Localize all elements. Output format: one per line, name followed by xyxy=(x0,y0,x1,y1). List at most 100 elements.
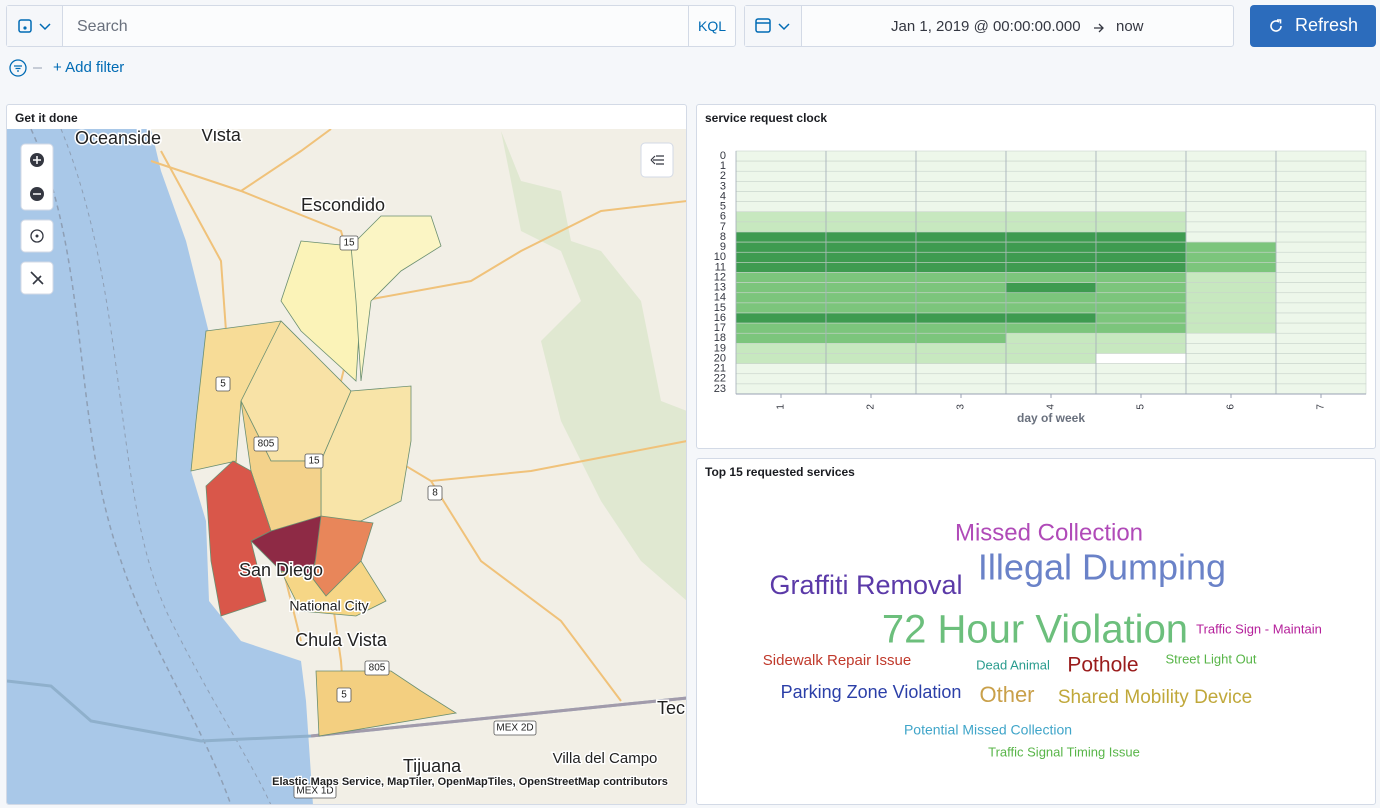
heatmap-cell xyxy=(1185,373,1277,385)
date-picker[interactable]: Jan 1, 2019 @ 00:00:00.000 now xyxy=(744,5,1234,47)
heatmap-cell xyxy=(1005,312,1097,324)
heatmap-cell xyxy=(735,312,827,324)
heatmap-cell xyxy=(1095,150,1187,162)
heatmap-cell xyxy=(1095,383,1187,395)
road-shield xyxy=(493,720,537,736)
heatmap-cell xyxy=(915,262,1007,273)
heatmap-cell xyxy=(1005,231,1097,243)
heatmap-cell xyxy=(915,292,1007,304)
heatmap-cell xyxy=(825,272,917,283)
y-tick-label: 8 xyxy=(720,231,726,243)
word: Sidewalk Repair Issue xyxy=(763,652,911,669)
y-tick-label: 22 xyxy=(714,373,726,385)
refresh-button[interactable]: Refresh xyxy=(1250,5,1376,47)
heatmap-cell xyxy=(1095,160,1187,172)
quick-menu-button[interactable] xyxy=(745,6,802,46)
heatmap-cell xyxy=(1005,292,1097,304)
heatmap-cell xyxy=(1275,302,1367,314)
y-tick-label: 16 xyxy=(714,312,726,324)
y-tick-label: 2 xyxy=(720,170,726,182)
heatmap-cell xyxy=(825,282,917,294)
heatmap-cell xyxy=(825,160,917,172)
heatmap-cell xyxy=(915,282,1007,294)
heatmap-cell xyxy=(825,231,917,243)
heatmap-cell xyxy=(735,363,827,375)
heatmap-cell xyxy=(1275,221,1367,233)
heatmap-cell xyxy=(1005,241,1097,253)
heatmap-cell xyxy=(1275,343,1367,354)
heatmap-cell xyxy=(1095,181,1187,192)
heatmap-cell xyxy=(1185,181,1277,192)
road-shield-label: 805 xyxy=(258,439,275,450)
heatmap-cell xyxy=(1185,201,1277,213)
heatmap-cell xyxy=(825,312,917,324)
heatmap-cell xyxy=(1275,262,1367,273)
time-end[interactable]: now xyxy=(1116,18,1144,35)
heatmap-cell xyxy=(1185,332,1277,344)
panel-title: Get it done xyxy=(15,111,78,125)
query-input[interactable]: Search KQL xyxy=(6,5,736,47)
heatmap-cell xyxy=(735,383,827,395)
add-filter[interactable]: + Add filter xyxy=(53,59,125,76)
heatmap-cell xyxy=(915,383,1007,395)
x-tick-label: 4 xyxy=(1046,404,1057,410)
heatmap-cell xyxy=(735,211,827,223)
map-attribution: Elastic Maps Service, MapTiler, OpenMapT… xyxy=(272,776,668,788)
word: Parking Zone Violation xyxy=(781,682,962,702)
road-shield-label: 5 xyxy=(341,690,347,701)
heatmap-cell xyxy=(1275,160,1367,172)
heatmap-cell xyxy=(1275,292,1367,304)
place-label: Escondido xyxy=(301,195,385,215)
y-tick-label: 12 xyxy=(714,271,726,283)
heatmap-cell xyxy=(1185,322,1277,334)
heatmap-cell xyxy=(1185,353,1277,364)
heatmap-cell xyxy=(1095,201,1187,213)
heatmap-cell xyxy=(1185,170,1277,182)
road-shield-label: 805 xyxy=(369,663,386,674)
map[interactable]: Oceanside Vista Escondido San Diego National… xyxy=(7,129,687,805)
heatmap-cell xyxy=(825,353,917,364)
y-tick-label: 10 xyxy=(714,251,726,263)
refresh-icon xyxy=(1270,19,1282,32)
heatmap-cell xyxy=(1005,221,1097,233)
heatmap-cell xyxy=(735,191,827,202)
heatmap-cell xyxy=(735,322,827,334)
heatmap-cell xyxy=(915,201,1007,213)
heatmap-cell xyxy=(1185,160,1277,172)
heatmap-cell xyxy=(1095,221,1187,233)
heatmap-cell xyxy=(1005,201,1097,213)
heatmap-cell xyxy=(735,221,827,233)
heatmap-cell xyxy=(1005,353,1097,364)
heatmap-cell xyxy=(915,312,1007,324)
heatmap-cell xyxy=(1005,181,1097,192)
heatmap-cell xyxy=(1005,383,1097,395)
zoom-buttons[interactable] xyxy=(20,143,54,211)
y-tick-label: 6 xyxy=(720,211,726,223)
heatmap-cell xyxy=(735,160,827,172)
heatmap-cell xyxy=(825,221,917,233)
heatmap-cell xyxy=(735,231,827,243)
filter-icon[interactable] xyxy=(8,58,48,78)
word: Potential Missed Collection xyxy=(904,722,1072,738)
saved-query-button[interactable] xyxy=(7,6,63,46)
heatmap-cell xyxy=(1095,332,1187,344)
heatmap-cell xyxy=(825,150,917,162)
heatmap-cell xyxy=(1005,170,1097,182)
heatmap-cell xyxy=(1185,231,1277,243)
heatmap-cell xyxy=(825,201,917,213)
heatmap-cell xyxy=(1185,262,1277,273)
heatmap-cell xyxy=(915,170,1007,182)
heatmap-cell xyxy=(1095,312,1187,324)
word: Traffic Signal Timing Issue xyxy=(988,744,1140,759)
place-label: Villa del Campo xyxy=(553,750,658,767)
heatmap-cell xyxy=(825,343,917,354)
y-tick-label: 23 xyxy=(714,383,726,395)
y-tick-label: 4 xyxy=(720,190,726,202)
heatmap-cell xyxy=(1005,150,1097,162)
language-switch[interactable]: KQL xyxy=(688,6,735,46)
wordcloud-panel: Top 15 requested services Missed Collect… xyxy=(696,458,1376,805)
time-start[interactable]: Jan 1, 2019 @ 00:00:00.000 xyxy=(891,18,1081,35)
heatmap-cell xyxy=(735,282,827,294)
road-shield xyxy=(304,453,324,469)
refresh-label: Refresh xyxy=(1295,15,1359,35)
